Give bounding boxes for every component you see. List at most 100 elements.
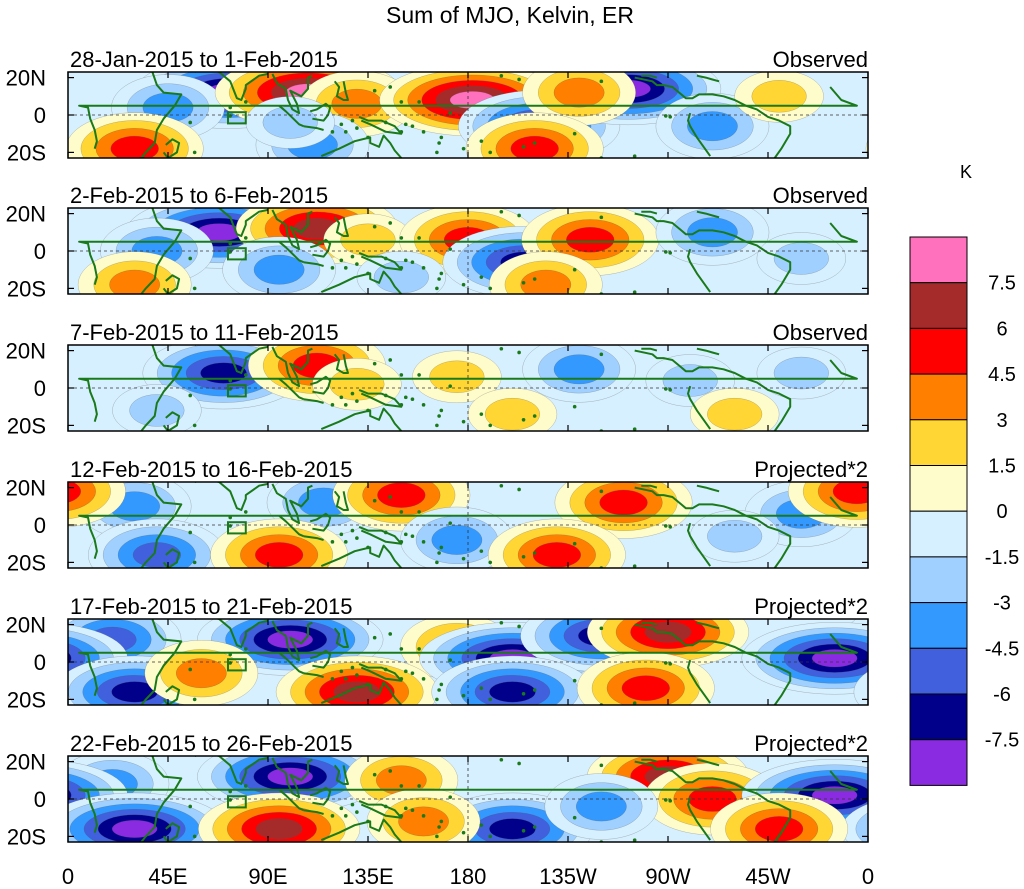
y-tick-label: 0 <box>34 376 46 401</box>
contour-level <box>855 812 868 842</box>
coastline <box>696 347 720 356</box>
contour-level <box>0 499 26 528</box>
contour-level <box>1011 746 1024 807</box>
contour-level <box>998 793 1024 865</box>
island-dot <box>410 534 415 539</box>
colorbar-swatch <box>909 556 968 604</box>
coastline <box>278 514 304 538</box>
reference-box <box>227 658 247 672</box>
island-dot <box>479 139 484 143</box>
coastline <box>333 764 349 785</box>
contour-level <box>963 67 1024 117</box>
contour-level <box>977 73 1024 112</box>
panel-period: 12-Feb-2015 to 16-Feb-2015 <box>70 457 353 482</box>
coastline <box>303 261 324 267</box>
island-dot <box>343 677 348 681</box>
coastline <box>271 346 313 388</box>
island-dot <box>435 286 439 291</box>
island-dot <box>521 280 526 285</box>
island-dot <box>668 799 673 803</box>
panel-period: 2-Feb-2015 to 6-Feb-2015 <box>70 183 328 208</box>
coastline <box>687 522 712 567</box>
island-dot <box>517 77 521 82</box>
island-dot <box>448 521 453 525</box>
contour-level <box>884 809 985 848</box>
anomaly-contours <box>312 358 402 411</box>
island-dot <box>488 150 493 155</box>
coastline <box>320 407 403 431</box>
panel-status: Observed <box>773 183 868 208</box>
coastline <box>194 208 269 237</box>
island-dot <box>532 688 537 692</box>
panels: 20N 0 20S 28-Jan-2015 to 1-Feb-2015 Observed… <box>0 47 1024 865</box>
island-dot <box>599 79 604 84</box>
map-panel: 20N 0 20S 12-Feb-2015 to 16-Feb-2015 Project… <box>0 457 869 575</box>
coastline <box>278 788 304 812</box>
anomaly-contours <box>710 792 848 842</box>
island-dot <box>435 834 439 839</box>
panel-status: Projected*2 <box>754 594 868 619</box>
contour-level <box>0 242 29 274</box>
island-dot <box>339 532 344 537</box>
colorbar-label: 3 <box>996 410 1007 432</box>
island-dot <box>668 251 673 255</box>
contour-level <box>109 269 160 294</box>
island-dot <box>572 815 577 820</box>
coastline <box>278 651 304 675</box>
contour-level <box>949 62 1024 123</box>
island-dot <box>399 236 404 240</box>
coastline <box>140 756 183 842</box>
y-tick-label: 20S <box>7 550 46 575</box>
contour-level <box>599 489 648 516</box>
island-dot <box>521 554 526 559</box>
island-dot <box>421 403 426 407</box>
y-tick-label: 0 <box>34 650 46 675</box>
contour-level <box>262 106 318 139</box>
island-dot <box>383 256 388 261</box>
contour-level <box>912 820 957 837</box>
island-dot <box>372 498 377 503</box>
coastline <box>634 76 792 158</box>
panel-status: Projected*2 <box>754 731 868 756</box>
island-dot <box>366 682 370 687</box>
island-dot <box>572 267 577 272</box>
island-dot <box>399 510 404 514</box>
island-dot <box>188 120 193 125</box>
y-tick-label: 20N <box>6 202 46 227</box>
colorbar-label: 0 <box>996 501 1007 523</box>
anomaly-contours <box>467 387 558 431</box>
x-tick-label: 90E <box>248 864 287 889</box>
coastline <box>634 212 792 294</box>
panel-status: Projected*2 <box>754 457 868 482</box>
contour-level <box>983 218 1024 246</box>
island-dot <box>366 819 370 824</box>
coastline <box>162 548 181 568</box>
island-dot <box>330 677 335 681</box>
coastline <box>309 238 332 258</box>
contour-level <box>575 791 627 822</box>
island-dot <box>243 373 248 377</box>
y-tick-label: 20N <box>6 613 46 638</box>
island-dot <box>599 626 604 631</box>
coastline <box>358 799 403 819</box>
coastline <box>333 353 349 374</box>
coastline <box>309 512 332 532</box>
island-dot <box>461 693 466 698</box>
contour-level <box>1015 57 1024 129</box>
island-dot <box>410 397 415 402</box>
island-dot <box>572 131 577 136</box>
island-dot <box>437 825 441 829</box>
island-dot <box>388 769 393 773</box>
island-dot <box>499 209 504 214</box>
colorbar-swatch <box>909 419 968 466</box>
anomaly-contours <box>690 510 780 563</box>
island-dot <box>399 540 404 544</box>
coastline <box>140 72 183 158</box>
x-tick-label: 45E <box>148 864 187 889</box>
island-dot <box>330 266 335 270</box>
coastline <box>641 484 658 489</box>
island-dot <box>343 266 348 270</box>
coastline <box>78 496 858 559</box>
coastline <box>78 222 858 285</box>
